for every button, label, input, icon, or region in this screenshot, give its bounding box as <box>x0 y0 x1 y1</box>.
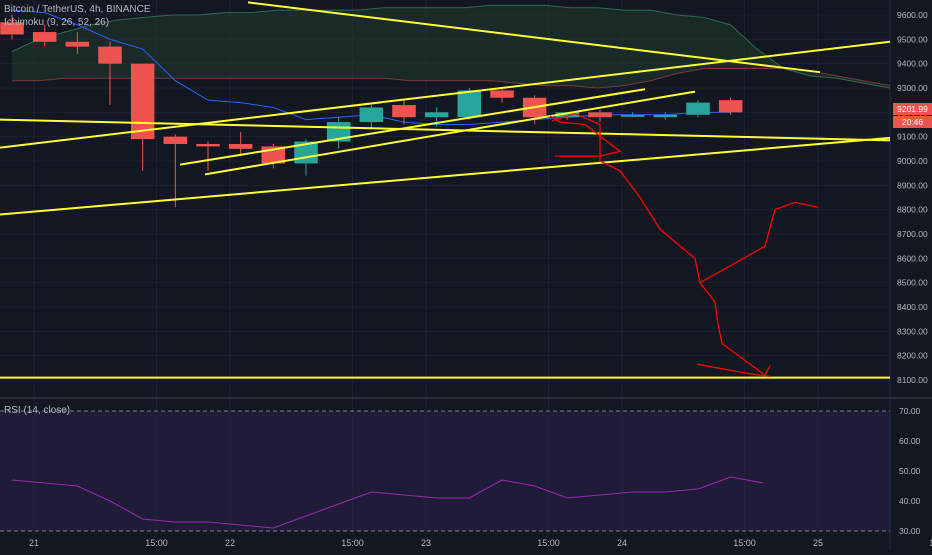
symbol-title: Bitcoin / TetherUS, 4h, BINANCE <box>4 4 151 15</box>
rsi-tick-label: 50.00 <box>899 466 921 476</box>
price-tick-label: 8300.00 <box>897 326 928 336</box>
candle-body[interactable] <box>98 46 122 64</box>
rsi-title: RSI (14, close) <box>4 405 71 416</box>
rsi-panel <box>0 410 890 532</box>
time-tick-label: 24 <box>617 538 627 548</box>
trendline-rising-channel[interactable] <box>0 40 891 149</box>
candle-body[interactable] <box>424 112 449 118</box>
price-tick-label: 9300.00 <box>897 83 928 93</box>
current-price-value: 9201.99 <box>897 104 928 114</box>
time-tick-label: 22 <box>225 538 235 548</box>
rsi-line <box>11 476 764 529</box>
trendline-flat-support[interactable] <box>0 118 891 142</box>
cloud-upper-line <box>11 4 891 89</box>
price-tick-label: 9400.00 <box>897 59 928 69</box>
indicator-title: Ichimoku (9, 26, 52, 26) <box>4 17 110 28</box>
candle-body[interactable] <box>588 112 612 118</box>
candle-body[interactable] <box>196 143 220 147</box>
price-tick-label: 9500.00 <box>897 34 928 44</box>
price-tick-label: 8900.00 <box>897 180 928 190</box>
rsi-tick-label: 40.00 <box>899 496 921 506</box>
price-tick-label: 9100.00 <box>897 132 928 142</box>
rsi-tick-label: 30.00 <box>899 526 921 536</box>
price-tick-label: 8600.00 <box>897 253 928 263</box>
forecast-path[interactable] <box>551 112 771 377</box>
time-tick-label: 15:00 <box>341 538 364 548</box>
countdown-badge: 20:46 <box>893 116 932 128</box>
forecast-loop[interactable] <box>549 115 622 157</box>
candle-body[interactable] <box>228 143 253 149</box>
trendline-channel-base[interactable] <box>204 90 696 176</box>
price-tick-label: 8800.00 <box>897 205 928 215</box>
candle-body[interactable] <box>555 112 580 118</box>
rsi-line-group <box>11 476 764 529</box>
price-tick-label: 9000.00 <box>897 156 928 166</box>
trendline-long-support[interactable] <box>0 136 891 216</box>
time-tick-label: 15:00 <box>733 538 756 548</box>
rsi-tick-label: 70.00 <box>899 406 921 416</box>
trendline-channel-lower[interactable] <box>179 88 646 166</box>
current-price-badge: 9201.99 <box>893 103 932 115</box>
rsi-band <box>0 411 890 531</box>
time-tick-label: 21 <box>29 538 39 548</box>
time-tick-label: 15:00 <box>537 538 560 548</box>
candle-body[interactable] <box>163 136 188 144</box>
rsi-tick-label: 60.00 <box>899 436 921 446</box>
price-tick-label: 8400.00 <box>897 302 928 312</box>
price-tick-label: 9600.00 <box>897 10 928 20</box>
candle-body[interactable] <box>457 90 482 118</box>
candle-body[interactable] <box>490 90 514 98</box>
forecast-base-mark[interactable] <box>696 363 771 377</box>
candles[interactable] <box>0 15 743 208</box>
candle-body[interactable] <box>0 22 24 35</box>
candle-body[interactable] <box>32 32 57 42</box>
forecast-branch[interactable] <box>699 201 819 284</box>
price-tick-label: 8500.00 <box>897 278 928 288</box>
candle-body[interactable] <box>392 105 416 118</box>
hand-drawing[interactable] <box>549 112 819 377</box>
candle-body[interactable] <box>359 107 384 123</box>
time-tick-label: 15:00 <box>929 538 932 548</box>
countdown-value: 20:46 <box>901 117 924 127</box>
time-tick-label: 23 <box>421 538 431 548</box>
time-tick-label: 15:00 <box>145 538 168 548</box>
candle-body[interactable] <box>130 63 155 140</box>
price-tick-label: 8100.00 <box>897 375 928 385</box>
candle-body[interactable] <box>620 114 645 117</box>
time-tick-label: 25 <box>813 538 823 548</box>
price-tick-label: 8700.00 <box>897 229 928 239</box>
candle-body[interactable] <box>718 100 743 113</box>
candle-body[interactable] <box>65 41 90 47</box>
candle-body[interactable] <box>653 114 678 118</box>
candle-body[interactable] <box>686 102 710 115</box>
cloud-lower-line <box>12 68 891 89</box>
price-tick-label: 8200.00 <box>897 351 928 361</box>
trendlines[interactable] <box>0 1 891 379</box>
